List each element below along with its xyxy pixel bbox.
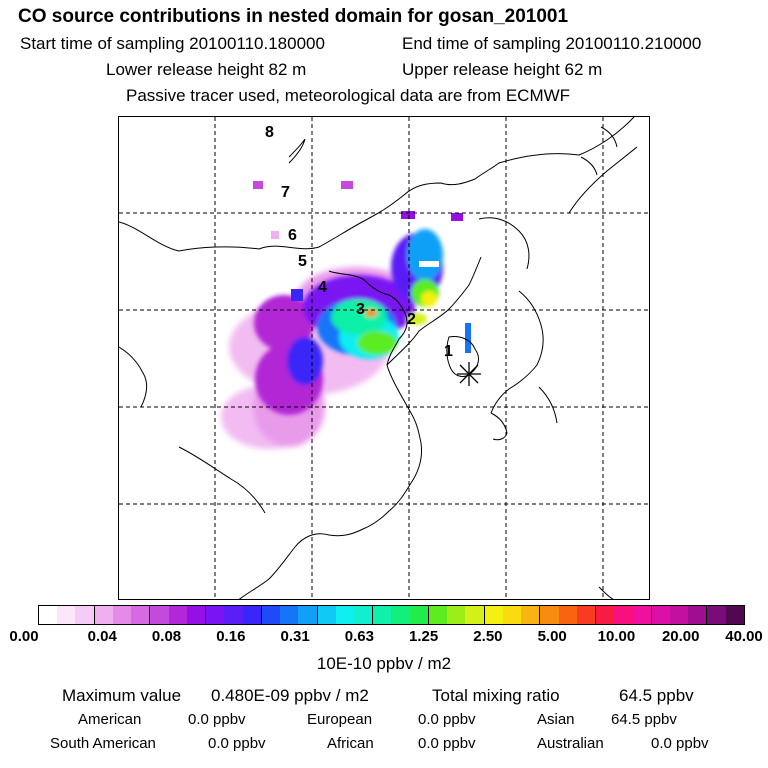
max-value: 0.480E-09 ppbv / m2 [211, 686, 369, 705]
colorbar-swatch [688, 606, 707, 624]
colorbar-swatch [168, 606, 187, 624]
receptor-star-icon [457, 362, 481, 386]
colorbar-swatch [260, 606, 281, 624]
day-label-6: 6 [288, 227, 297, 244]
colorbar-swatch [669, 606, 689, 624]
region-name-south-american: South American [50, 735, 156, 752]
day-label-7: 7 [281, 184, 290, 201]
colorbar-tick-label: 40.00 [725, 628, 763, 645]
colorbar-tick-label: 0.16 [216, 628, 246, 645]
colorbar-swatch [186, 606, 206, 624]
concentration-field [221, 181, 471, 449]
day-label-5: 5 [298, 253, 307, 270]
region-value-australian: 0.0 ppbv [651, 735, 709, 752]
colorbar-tick-label: 5.00 [537, 628, 567, 645]
region-name-european: European [307, 711, 373, 728]
colorbar-swatch [614, 606, 633, 624]
colorbar-units-label: 10E-10 ppbv / m2 [316, 654, 452, 673]
day-label-1: 1 [444, 343, 453, 360]
colorbar-swatch [576, 606, 596, 624]
region-name-australian: Australian [537, 735, 604, 752]
region-value-american: 0.0 ppbv [188, 711, 246, 728]
upper-release-height-label: Upper release height 62 m [402, 60, 603, 79]
region-value-african: 0.0 ppbv [418, 735, 476, 752]
colorbar-swatch [483, 606, 503, 624]
tracer-info-label: Passive tracer used, meteorological data… [126, 86, 571, 105]
colorbar [38, 605, 745, 625]
region-name-african: African [327, 735, 374, 752]
region-value-south-american: 0.0 ppbv [208, 735, 266, 752]
map-frame: 1 2 3 4 5 6 7 8 [118, 116, 650, 600]
colorbar-tick-label: 0.00 [9, 628, 39, 645]
total-mixing-ratio-value: 64.5 ppbv [619, 686, 694, 705]
colorbar-swatch [131, 606, 150, 624]
colorbar-swatch [75, 606, 94, 624]
colorbar-swatch [502, 606, 522, 624]
region-name-american: American [78, 711, 142, 728]
colorbar-tick-label: 20.00 [661, 628, 700, 645]
max-value-label: Maximum value [62, 686, 182, 705]
end-time-label: End time of sampling 20100110.210000 [402, 34, 702, 53]
colorbar-swatch [112, 606, 132, 624]
colorbar-ticks: 0.00 0.04 0.08 0.16 0.31 0.63 1.25 2.50 5.00 10.0… [0, 628, 768, 650]
region-value-asian: 64.5 ppbv [611, 711, 677, 728]
colorbar-tick-label: 0.63 [344, 628, 374, 645]
colorbar-swatch [521, 606, 540, 624]
map-canvas: 1 2 3 4 5 6 7 8 [119, 117, 649, 599]
colorbar-swatch [539, 606, 559, 624]
colorbar-tick-label: 0.08 [151, 628, 182, 645]
colorbar-swatch [447, 606, 466, 624]
lat-lon-grid [119, 117, 649, 599]
day-label-8: 8 [265, 124, 274, 141]
colorbar-swatch [558, 606, 577, 624]
lower-release-height-label: Lower release height 82 m [106, 60, 307, 79]
colorbar-tick-label: 10.00 [597, 628, 636, 645]
colorbar-swatch [465, 606, 484, 624]
colorbar-swatch [280, 606, 299, 624]
colorbar-swatch [149, 606, 169, 624]
colorbar-swatch [205, 606, 225, 624]
coastline-borders [119, 117, 638, 599]
colorbar-swatch [39, 606, 58, 624]
region-value-european: 0.0 ppbv [418, 711, 476, 728]
colorbar-swatch [409, 606, 428, 624]
colorbar-swatch [242, 606, 261, 624]
colorbar-swatch [391, 606, 410, 624]
colorbar-swatch [632, 606, 651, 624]
day-label-3: 3 [356, 301, 365, 318]
colorbar-swatch [595, 606, 615, 624]
region-name-asian: Asian [537, 711, 575, 728]
total-mixing-ratio-label: Total mixing ratio [432, 686, 560, 705]
colorbar-swatch [298, 606, 317, 624]
colorbar-tick-label: 0.31 [280, 628, 310, 645]
colorbar-swatch [57, 606, 76, 624]
day-label-4: 4 [318, 279, 327, 296]
colorbar-swatch [650, 606, 670, 624]
colorbar-tick-label: 2.50 [473, 628, 503, 645]
colorbar-swatch [224, 606, 243, 624]
plot-title: CO source contributions in nested domain… [18, 6, 569, 27]
colorbar-swatch [706, 606, 726, 624]
colorbar-swatch [725, 606, 744, 624]
colorbar-swatch [316, 606, 336, 624]
colorbar-swatch [353, 606, 373, 624]
colorbar-swatch [372, 606, 392, 624]
day-label-2: 2 [407, 311, 416, 328]
colorbar-tick-label: 0.04 [87, 628, 117, 645]
colorbar-swatch [427, 606, 448, 624]
colorbar-swatch [93, 606, 113, 624]
colorbar-tick-label: 1.25 [409, 628, 439, 645]
colorbar-swatch [335, 606, 354, 624]
start-time-label: Start time of sampling 20100110.180000 [20, 34, 325, 53]
